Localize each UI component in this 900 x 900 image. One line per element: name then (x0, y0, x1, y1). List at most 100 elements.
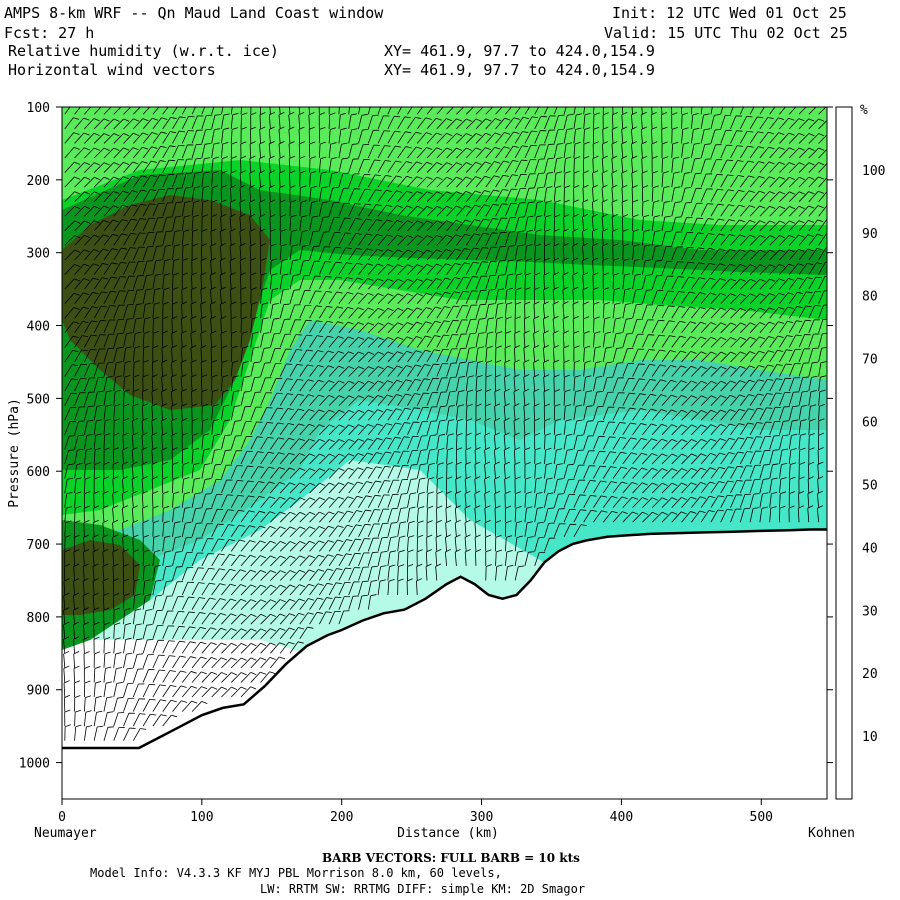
wind-barb (534, 493, 538, 508)
wind-barb (64, 493, 68, 508)
wind-barb (632, 275, 636, 290)
wind-barb-flag (230, 598, 237, 602)
wind-barb (377, 160, 386, 173)
wind-barb-flag (151, 446, 158, 451)
wind-barb (524, 202, 529, 217)
wind-barb (152, 625, 158, 639)
wind-barb (250, 392, 256, 406)
wind-barb (201, 597, 211, 610)
wind-barb (456, 305, 463, 319)
wind-barb (171, 318, 173, 333)
wind-barb-flag (151, 160, 158, 163)
wind-barb-flag (64, 709, 71, 713)
wind-barb-flag (471, 107, 472, 108)
wind-barb-flag (269, 170, 275, 174)
wind-barb (397, 220, 408, 232)
wind-barb (319, 453, 330, 465)
wind-barb-flag (212, 404, 219, 407)
wind-barb (230, 129, 233, 144)
wind-barb (211, 494, 217, 508)
wind-barb (64, 107, 71, 115)
wind-barb (74, 335, 83, 348)
wind-barb (513, 347, 516, 362)
wind-barb (671, 350, 681, 363)
wind-barb (289, 569, 300, 581)
wind-barb-flag (74, 278, 81, 282)
wind-barb-flag (481, 107, 482, 108)
wind-barb (681, 144, 684, 159)
wind-barb-flag (565, 142, 572, 145)
wind-barb (367, 204, 377, 217)
wind-barb-flag (759, 235, 766, 239)
wind-barb (534, 245, 536, 260)
wind-barb-flag (681, 395, 688, 399)
wind-barb-flag (279, 613, 286, 617)
wind-barb (348, 203, 356, 217)
wind-barb-flag (524, 316, 530, 320)
wind-barb (279, 541, 291, 552)
wind-barb-flag (710, 409, 717, 413)
wind-barb-flag (318, 554, 325, 558)
wind-barb-flag (141, 417, 148, 422)
wind-barb-flag (107, 726, 114, 728)
wind-barb (309, 246, 314, 261)
wind-barb-flag (258, 495, 265, 499)
wind-barb-flag (338, 468, 345, 472)
wind-barb-flag (613, 258, 619, 261)
wind-barb-flag (279, 496, 286, 500)
wind-barb (64, 176, 75, 188)
wind-barb (377, 480, 385, 494)
wind-barb-flag (154, 564, 161, 568)
wind-barb-flag (358, 395, 365, 399)
wind-barb-flag (611, 510, 618, 514)
wind-barb (397, 205, 408, 217)
wind-barb (250, 406, 257, 421)
wind-barb-flag (279, 511, 286, 515)
wind-barb (426, 450, 431, 465)
wind-barb-flag (494, 432, 500, 436)
wind-barb-flag (604, 316, 611, 320)
wind-barb (279, 319, 285, 333)
wind-barb-flag (97, 390, 104, 393)
wind-barb (299, 598, 309, 610)
wind-barb (230, 672, 242, 683)
wind-barb (504, 464, 506, 479)
wind-barb-flag (456, 147, 463, 151)
wind-barb (123, 713, 130, 727)
wind-barb-flag (641, 111, 647, 116)
wind-barb-flag (724, 100, 730, 101)
wind-barb-flag (518, 230, 525, 233)
wind-barb-flag (182, 447, 189, 451)
wind-barb-flag (504, 345, 511, 349)
wind-barb-flag (485, 549, 492, 553)
wind-barb-flag (358, 409, 365, 413)
wind-barb (465, 362, 470, 377)
wind-barb (622, 363, 629, 377)
wind-barb (524, 275, 526, 290)
wind-barb (92, 581, 95, 596)
wind-barb (221, 524, 229, 537)
wind-barb-flag (230, 199, 236, 203)
wind-barb (730, 264, 741, 275)
wind-barb-flag (321, 186, 328, 189)
wind-barb-flag (566, 128, 573, 131)
wind-barb-flag (709, 262, 716, 266)
wind-barb (93, 263, 103, 275)
wind-barb-flag (474, 447, 481, 451)
wind-barb (690, 217, 698, 231)
wind-barb-flag (190, 656, 197, 659)
wind-barb (593, 480, 601, 494)
wind-barb-flag (238, 524, 245, 527)
wind-barb (454, 537, 457, 552)
wind-barb (739, 116, 747, 130)
wind-barb-flag (573, 199, 579, 203)
wind-barb-flag (758, 350, 765, 354)
wind-barb (671, 453, 682, 465)
wind-barb-flag (466, 147, 472, 151)
wind-barb-flag (231, 141, 238, 145)
wind-barb-flag (193, 200, 200, 203)
wind-barb (426, 249, 437, 261)
wind-barb (250, 613, 261, 625)
wind-barb (602, 333, 606, 348)
wind-barb-flag (749, 336, 756, 340)
